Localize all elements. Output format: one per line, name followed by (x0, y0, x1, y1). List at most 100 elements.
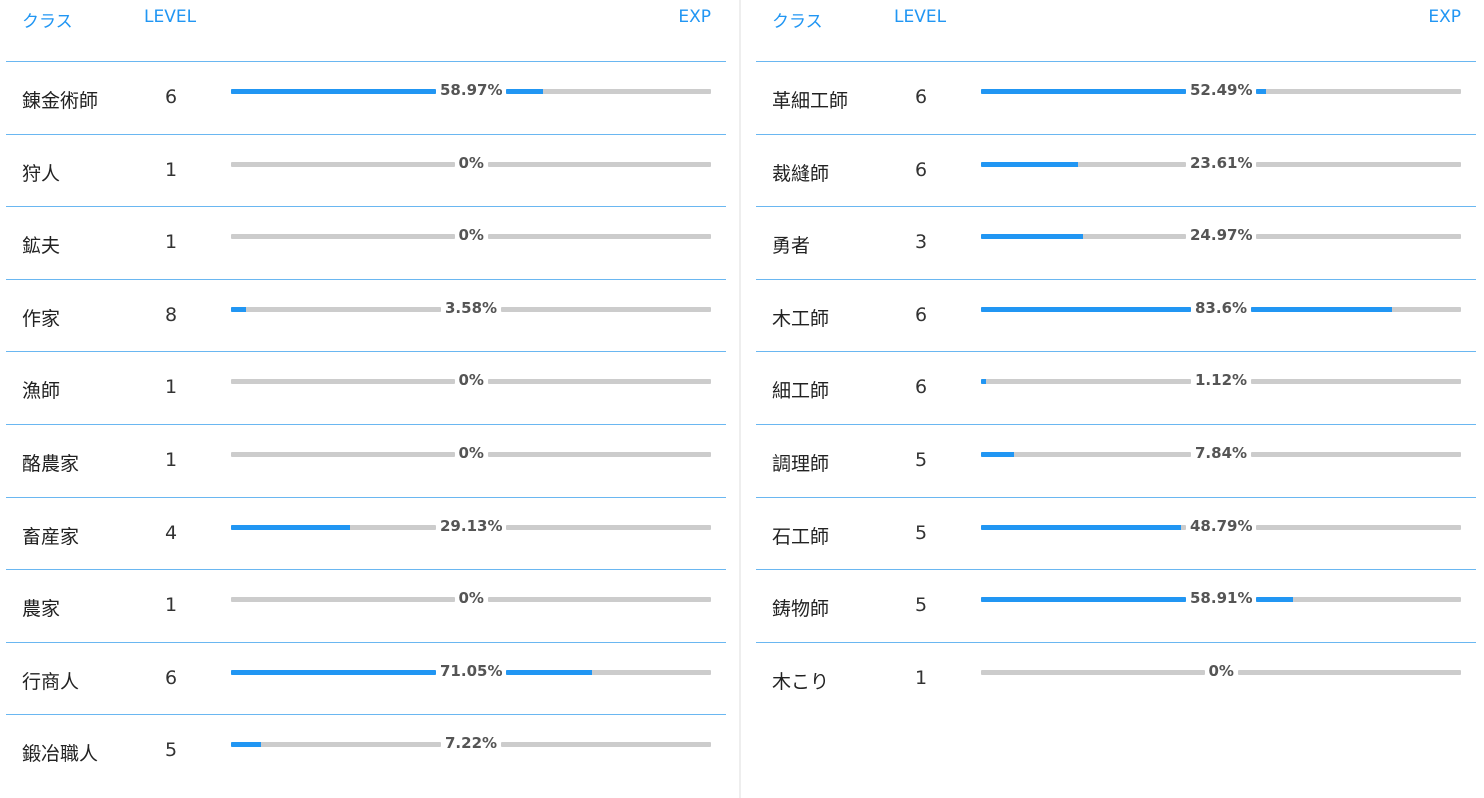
exp-track-right (487, 451, 711, 457)
class-table-right: クラス LEVEL EXP 革細工師 6 52.49% 裁縫師 6 23.61% 勇者 3 24… (756, 0, 1476, 798)
class-name: 漁師 (22, 380, 61, 403)
table-row[interactable]: 裁縫師 6 23.61% (756, 133, 1476, 207)
class-level: 3 (914, 231, 928, 254)
exp-fill-left (981, 161, 1078, 167)
class-column-header[interactable]: クラス (772, 12, 823, 32)
exp-percent-label: 52.49% (1190, 81, 1253, 99)
exp-track-right (501, 742, 711, 748)
exp-fill-left (981, 451, 1014, 457)
exp-fill-left (231, 742, 262, 748)
class-level: 1 (164, 158, 178, 181)
exp-progress-bar: 0% (231, 226, 711, 246)
exp-progress-bar: 71.05% (231, 662, 711, 682)
table-row[interactable]: 勇者 3 24.97% (756, 206, 1476, 279)
exp-progress-bar: 48.79% (981, 517, 1461, 537)
exp-fill-right (506, 669, 593, 675)
exp-percent-label: 0% (458, 443, 484, 462)
exp-track-left (981, 379, 1191, 385)
exp-track-left (981, 669, 1205, 675)
table-row[interactable]: 畜産家 4 29.13% (6, 496, 726, 570)
exp-fill-left (231, 306, 247, 312)
exp-progress-bar: 0% (231, 371, 711, 391)
exp-track-right (506, 524, 711, 530)
table-row[interactable]: 鋳物師 5 58.91% (756, 569, 1476, 642)
exp-fill-left (981, 234, 1084, 240)
exp-track-left (231, 161, 455, 167)
level-column-header[interactable]: LEVEL (894, 7, 947, 27)
exp-percent-label: 58.91% (1190, 589, 1253, 608)
exp-track-right (1256, 89, 1461, 94)
exp-progress-bar: 83.6% (981, 299, 1461, 319)
exp-percent-label: 0% (1208, 661, 1234, 680)
table-row[interactable]: 農家 1 0% (6, 569, 726, 642)
exp-track-left (231, 234, 455, 240)
class-table-left: クラス LEVEL EXP 錬金術師 6 58.97% 狩人 1 0% 鉱夫 1 0% 作家 8 3.… (6, 0, 726, 798)
exp-track-left (981, 524, 1186, 530)
class-name: 鋳物師 (772, 598, 830, 621)
exp-percent-label: 29.13% (440, 516, 503, 535)
table-row[interactable]: 石工師 5 48.79% (756, 496, 1476, 570)
exp-track-right (1256, 524, 1461, 530)
table-row[interactable]: 酪農家 1 0% (6, 423, 726, 497)
exp-fill-left (981, 524, 1182, 530)
exp-progress-bar: 23.61% (981, 154, 1461, 174)
exp-track-left (231, 524, 436, 530)
exp-fill-right (506, 89, 543, 94)
class-level: 1 (914, 666, 928, 689)
class-name: 狩人 (22, 162, 61, 185)
table-row[interactable]: 細工師 6 1.12% (756, 351, 1476, 424)
class-name: 鉱夫 (22, 235, 61, 258)
exp-percent-label: 48.79% (1190, 516, 1253, 535)
exp-track-left (981, 89, 1186, 94)
table-row[interactable]: 錬金術師 6 58.97% (6, 61, 726, 134)
exp-percent-label: 3.58% (445, 298, 498, 317)
exp-track-right (487, 234, 711, 240)
class-level: 6 (164, 666, 178, 689)
exp-progress-bar: 58.97% (231, 81, 711, 101)
table-row[interactable]: 作家 8 3.58% (6, 278, 726, 352)
exp-fill-left (981, 379, 986, 385)
table-row[interactable]: 木工師 6 83.6% (756, 278, 1476, 352)
exp-track-left (981, 451, 1191, 457)
level-column-header[interactable]: LEVEL (144, 7, 197, 27)
class-level: 4 (164, 521, 178, 544)
table-row[interactable]: 鍛冶職人 5 7.22% (6, 714, 726, 787)
class-name: 酪農家 (22, 452, 80, 475)
exp-track-right (1251, 379, 1461, 385)
exp-percent-label: 7.84% (1195, 443, 1248, 462)
class-name: 石工師 (772, 525, 830, 548)
exp-column-header[interactable]: EXP (1428, 7, 1461, 27)
exp-track-right (1237, 669, 1461, 675)
exp-progress-bar: 7.22% (231, 734, 711, 754)
class-level: 5 (914, 521, 928, 544)
exp-fill-left (981, 306, 1191, 312)
class-name: 農家 (22, 598, 61, 621)
exp-track-right (506, 669, 711, 675)
exp-column-header[interactable]: EXP (678, 7, 711, 27)
table-row[interactable]: 鉱夫 1 0% (6, 206, 726, 279)
exp-progress-bar: 0% (231, 444, 711, 464)
exp-fill-right (1256, 597, 1293, 603)
class-level: 6 (914, 376, 928, 399)
table-row[interactable]: 行商人 6 71.05% (6, 641, 726, 715)
class-level: 5 (914, 448, 928, 471)
exp-track-right (1256, 161, 1461, 167)
exp-progress-bar: 29.13% (231, 517, 711, 537)
table-row[interactable]: 調理師 5 7.84% (756, 423, 1476, 497)
class-name: 木こり (772, 670, 830, 693)
exp-track-left (231, 451, 455, 457)
table-row[interactable]: 漁師 1 0% (6, 351, 726, 424)
table-row[interactable]: 木こり 1 0% (756, 641, 1476, 715)
class-level: 6 (164, 86, 178, 108)
exp-track-right (487, 597, 711, 603)
class-level: 5 (914, 594, 928, 617)
exp-progress-bar: 0% (981, 662, 1461, 682)
exp-track-right (1251, 306, 1461, 312)
class-column-header[interactable]: クラス (22, 12, 73, 32)
exp-track-left (981, 597, 1186, 603)
exp-progress-bar: 7.84% (981, 444, 1461, 464)
class-name: 裁縫師 (772, 162, 830, 185)
table-row[interactable]: 狩人 1 0% (6, 133, 726, 207)
table-row[interactable]: 革細工師 6 52.49% (756, 61, 1476, 134)
